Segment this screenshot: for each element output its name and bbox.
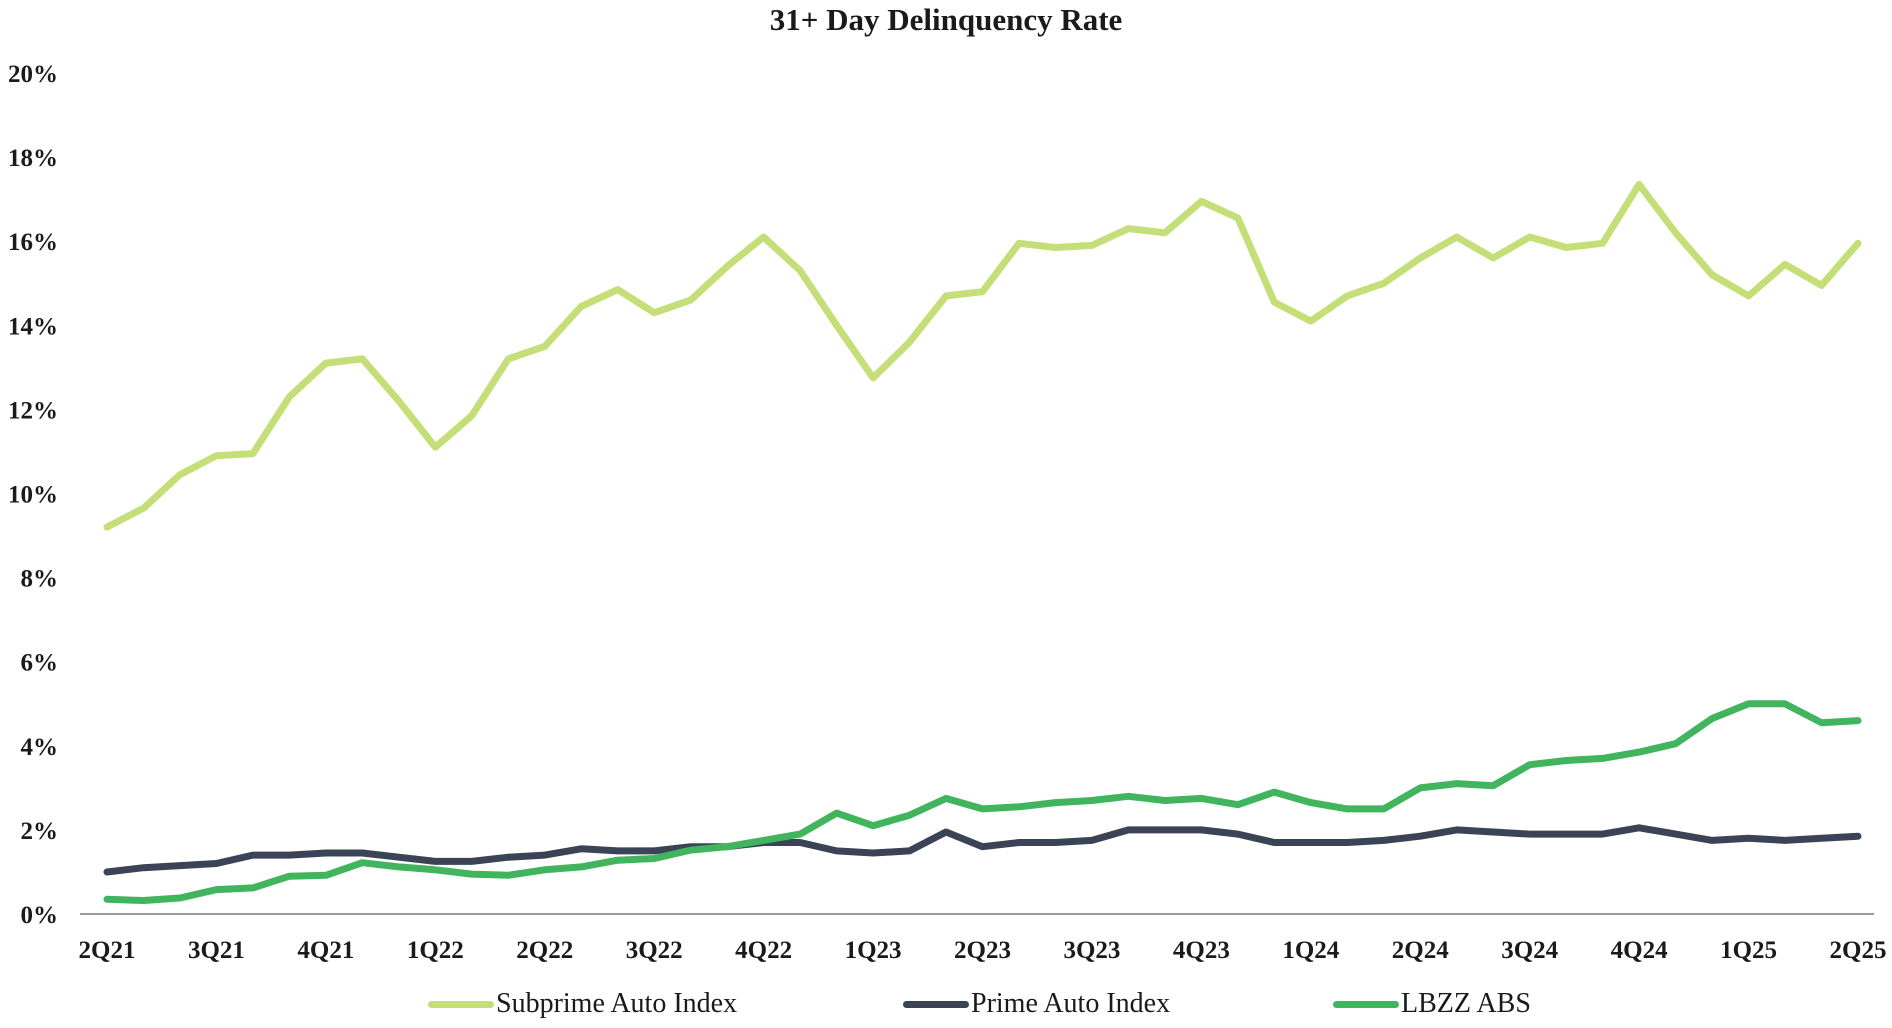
legend: Subprime Auto Index Prime Auto Index LBZZ … — [0, 984, 1892, 1024]
legend-item: Subprime Auto Index — [428, 984, 737, 1024]
x-tick-label: 4Q24 — [1611, 937, 1668, 964]
y-tick-label: 12% — [8, 397, 58, 424]
series-line-subprime-auto-index — [103, 180, 1862, 531]
x-tick-label: 3Q23 — [1063, 937, 1120, 964]
series-line-prime-auto-index — [103, 824, 1862, 876]
chart-title: 31+ Day Delinquency Rate — [769, 2, 1123, 37]
x-tick-label: 2Q21 — [79, 937, 136, 964]
legend-label: Subprime Auto Index — [496, 988, 738, 1019]
x-tick-label: 1Q24 — [1282, 937, 1339, 964]
plot-area: 0% 2% 4% 6% 8% 10% 12% 14% 16% 18% 20% 2Q21 3Q21 4Q21… — [8, 61, 1887, 964]
x-tick-label: 3Q21 — [188, 937, 245, 964]
legend-swatch — [903, 1000, 969, 1008]
y-tick-label: 2% — [21, 818, 59, 845]
series-line-lbzz-abs — [103, 700, 1862, 904]
y-tick-label: 16% — [8, 229, 58, 256]
legend-item: Prime Auto Index — [903, 984, 1170, 1024]
x-tick-label: 2Q24 — [1392, 937, 1449, 964]
legend-label: LBZZ ABS — [1401, 988, 1531, 1019]
x-tick-label: 1Q25 — [1720, 937, 1777, 964]
x-tick-label: 2Q23 — [954, 937, 1011, 964]
x-tick-label: 4Q23 — [1173, 937, 1230, 964]
x-tick-label: 1Q22 — [407, 937, 464, 964]
x-tick-label: 3Q24 — [1501, 937, 1558, 964]
y-tick-label: 10% — [8, 482, 58, 509]
y-tick-label: 4% — [21, 734, 59, 761]
y-tick-label: 20% — [8, 61, 58, 88]
legend-swatch — [428, 1000, 494, 1008]
x-tick-label: 2Q22 — [516, 937, 573, 964]
y-tick-label: 18% — [8, 145, 58, 172]
x-tick-label: 4Q22 — [735, 937, 792, 964]
y-tick-label: 6% — [21, 650, 59, 677]
y-tick-label: 0% — [21, 902, 59, 929]
legend-item: LBZZ ABS — [1333, 984, 1531, 1024]
legend-swatch — [1333, 1000, 1399, 1008]
legend-label: Prime Auto Index — [971, 988, 1171, 1019]
x-tick-label: 3Q22 — [626, 937, 683, 964]
x-tick-label: 1Q23 — [845, 937, 902, 964]
y-tick-label: 14% — [8, 313, 58, 340]
x-tick-label: 4Q21 — [297, 937, 354, 964]
x-tick-label: 2Q25 — [1830, 937, 1887, 964]
y-tick-label: 8% — [21, 566, 59, 593]
